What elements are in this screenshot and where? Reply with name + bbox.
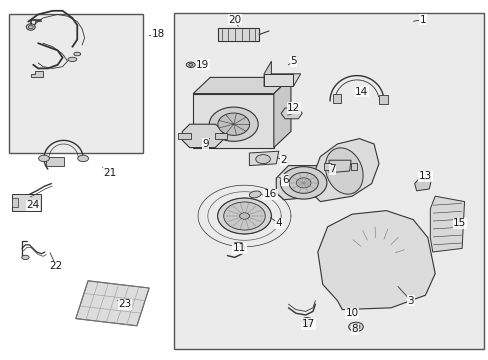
Ellipse shape (304, 319, 309, 323)
Bar (217, 28, 259, 41)
Polygon shape (281, 108, 302, 119)
Polygon shape (264, 61, 271, 86)
Ellipse shape (188, 63, 192, 66)
Polygon shape (249, 151, 278, 166)
Polygon shape (317, 211, 434, 310)
Bar (9, 14, 143, 153)
Text: 6: 6 (281, 175, 288, 185)
Text: 9: 9 (202, 139, 208, 149)
Text: 21: 21 (103, 168, 117, 178)
Text: 23: 23 (118, 299, 131, 309)
Ellipse shape (239, 213, 249, 219)
Ellipse shape (26, 24, 35, 30)
Ellipse shape (28, 25, 33, 29)
Ellipse shape (209, 107, 258, 141)
Ellipse shape (21, 255, 29, 260)
Text: 19: 19 (196, 60, 209, 70)
Text: 8: 8 (351, 324, 358, 334)
Polygon shape (264, 74, 293, 86)
Ellipse shape (223, 202, 264, 230)
Ellipse shape (39, 155, 49, 162)
Polygon shape (414, 178, 430, 191)
Text: 3: 3 (407, 296, 413, 306)
Text: 4: 4 (275, 218, 282, 228)
Ellipse shape (325, 148, 363, 194)
Ellipse shape (255, 154, 270, 163)
Polygon shape (429, 196, 464, 252)
Text: 13: 13 (418, 171, 431, 181)
Ellipse shape (249, 191, 261, 198)
Polygon shape (76, 281, 149, 326)
Polygon shape (273, 77, 290, 148)
Text: 24: 24 (26, 200, 40, 210)
Polygon shape (264, 74, 300, 86)
Ellipse shape (280, 167, 326, 199)
Text: 18: 18 (151, 29, 164, 39)
Bar (12, 194, 41, 211)
Text: 16: 16 (263, 189, 277, 199)
Bar (350, 163, 357, 170)
Polygon shape (193, 94, 273, 148)
Bar (178, 133, 190, 139)
Polygon shape (312, 139, 378, 202)
Polygon shape (182, 124, 222, 148)
Ellipse shape (351, 324, 359, 330)
Text: 5: 5 (289, 56, 296, 66)
Text: 10: 10 (345, 308, 358, 318)
Bar (12, 198, 18, 207)
Text: 20: 20 (228, 15, 241, 25)
Ellipse shape (186, 62, 195, 68)
Bar (173, 13, 483, 349)
Ellipse shape (301, 318, 312, 325)
Ellipse shape (217, 198, 271, 234)
Ellipse shape (296, 178, 310, 188)
Text: 7: 7 (328, 164, 335, 174)
Text: 11: 11 (232, 243, 246, 253)
Text: 12: 12 (286, 103, 300, 113)
Polygon shape (276, 166, 332, 200)
Ellipse shape (78, 155, 88, 162)
Bar (332, 94, 341, 103)
Text: 15: 15 (452, 218, 466, 228)
Bar (215, 133, 227, 139)
Text: 2: 2 (280, 155, 286, 165)
Polygon shape (31, 71, 43, 77)
Ellipse shape (68, 57, 77, 62)
Bar (324, 163, 330, 170)
Bar (46, 157, 63, 166)
Ellipse shape (74, 52, 81, 56)
Text: 1: 1 (419, 15, 426, 25)
Bar (378, 95, 387, 104)
Text: 22: 22 (49, 261, 63, 271)
Text: 14: 14 (354, 87, 368, 97)
Text: 17: 17 (301, 319, 315, 329)
Polygon shape (328, 160, 350, 173)
Polygon shape (193, 77, 290, 94)
Ellipse shape (218, 113, 249, 135)
Ellipse shape (348, 322, 363, 332)
Ellipse shape (288, 172, 318, 193)
